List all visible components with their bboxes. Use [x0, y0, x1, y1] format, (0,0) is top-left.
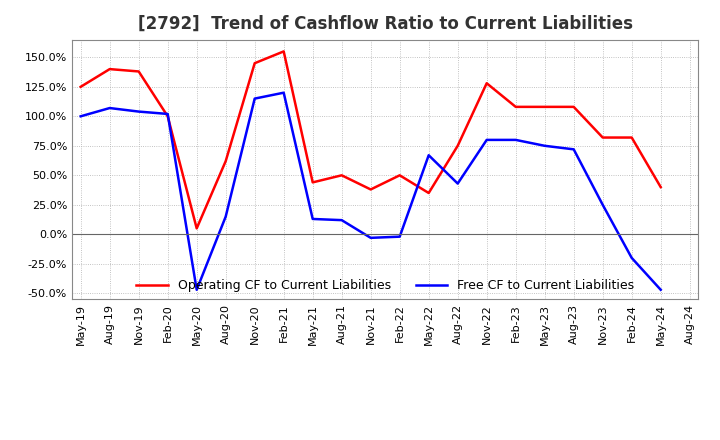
- Free CF to Current Liabilities: [395, 234, 404, 239]
- Operating CF to Current Liabilities: [366, 187, 375, 192]
- Operating CF to Current Liabilities: [598, 135, 607, 140]
- Operating CF to Current Liabilities: [657, 184, 665, 190]
- Title: [2792]  Trend of Cashflow Ratio to Current Liabilities: [2792] Trend of Cashflow Ratio to Curren…: [138, 15, 633, 33]
- Operating CF to Current Liabilities: [511, 104, 520, 110]
- Operating CF to Current Liabilities: [76, 84, 85, 89]
- Free CF to Current Liabilities: [105, 106, 114, 111]
- Legend: Operating CF to Current Liabilities, Free CF to Current Liabilities: Operating CF to Current Liabilities, Fre…: [130, 273, 640, 298]
- Operating CF to Current Liabilities: [395, 172, 404, 178]
- Free CF to Current Liabilities: [163, 111, 172, 117]
- Operating CF to Current Liabilities: [251, 61, 259, 66]
- Operating CF to Current Liabilities: [627, 135, 636, 140]
- Free CF to Current Liabilities: [192, 287, 201, 293]
- Free CF to Current Liabilities: [76, 114, 85, 119]
- Free CF to Current Liabilities: [338, 217, 346, 223]
- Free CF to Current Liabilities: [598, 202, 607, 207]
- Free CF to Current Liabilities: [627, 255, 636, 260]
- Free CF to Current Liabilities: [541, 143, 549, 148]
- Line: Operating CF to Current Liabilities: Operating CF to Current Liabilities: [81, 51, 661, 228]
- Free CF to Current Liabilities: [308, 216, 317, 222]
- Free CF to Current Liabilities: [279, 90, 288, 95]
- Operating CF to Current Liabilities: [424, 191, 433, 196]
- Operating CF to Current Liabilities: [454, 143, 462, 148]
- Free CF to Current Liabilities: [511, 137, 520, 143]
- Free CF to Current Liabilities: [135, 109, 143, 114]
- Line: Free CF to Current Liabilities: Free CF to Current Liabilities: [81, 93, 661, 290]
- Free CF to Current Liabilities: [482, 137, 491, 143]
- Operating CF to Current Liabilities: [338, 172, 346, 178]
- Operating CF to Current Liabilities: [105, 66, 114, 72]
- Free CF to Current Liabilities: [657, 287, 665, 293]
- Free CF to Current Liabilities: [251, 96, 259, 101]
- Operating CF to Current Liabilities: [192, 226, 201, 231]
- Operating CF to Current Liabilities: [221, 158, 230, 164]
- Free CF to Current Liabilities: [366, 235, 375, 241]
- Operating CF to Current Liabilities: [308, 180, 317, 185]
- Operating CF to Current Liabilities: [541, 104, 549, 110]
- Operating CF to Current Liabilities: [279, 49, 288, 54]
- Free CF to Current Liabilities: [221, 214, 230, 219]
- Free CF to Current Liabilities: [454, 181, 462, 186]
- Operating CF to Current Liabilities: [482, 81, 491, 86]
- Operating CF to Current Liabilities: [135, 69, 143, 74]
- Operating CF to Current Liabilities: [570, 104, 578, 110]
- Free CF to Current Liabilities: [570, 147, 578, 152]
- Free CF to Current Liabilities: [424, 153, 433, 158]
- Operating CF to Current Liabilities: [163, 114, 172, 119]
